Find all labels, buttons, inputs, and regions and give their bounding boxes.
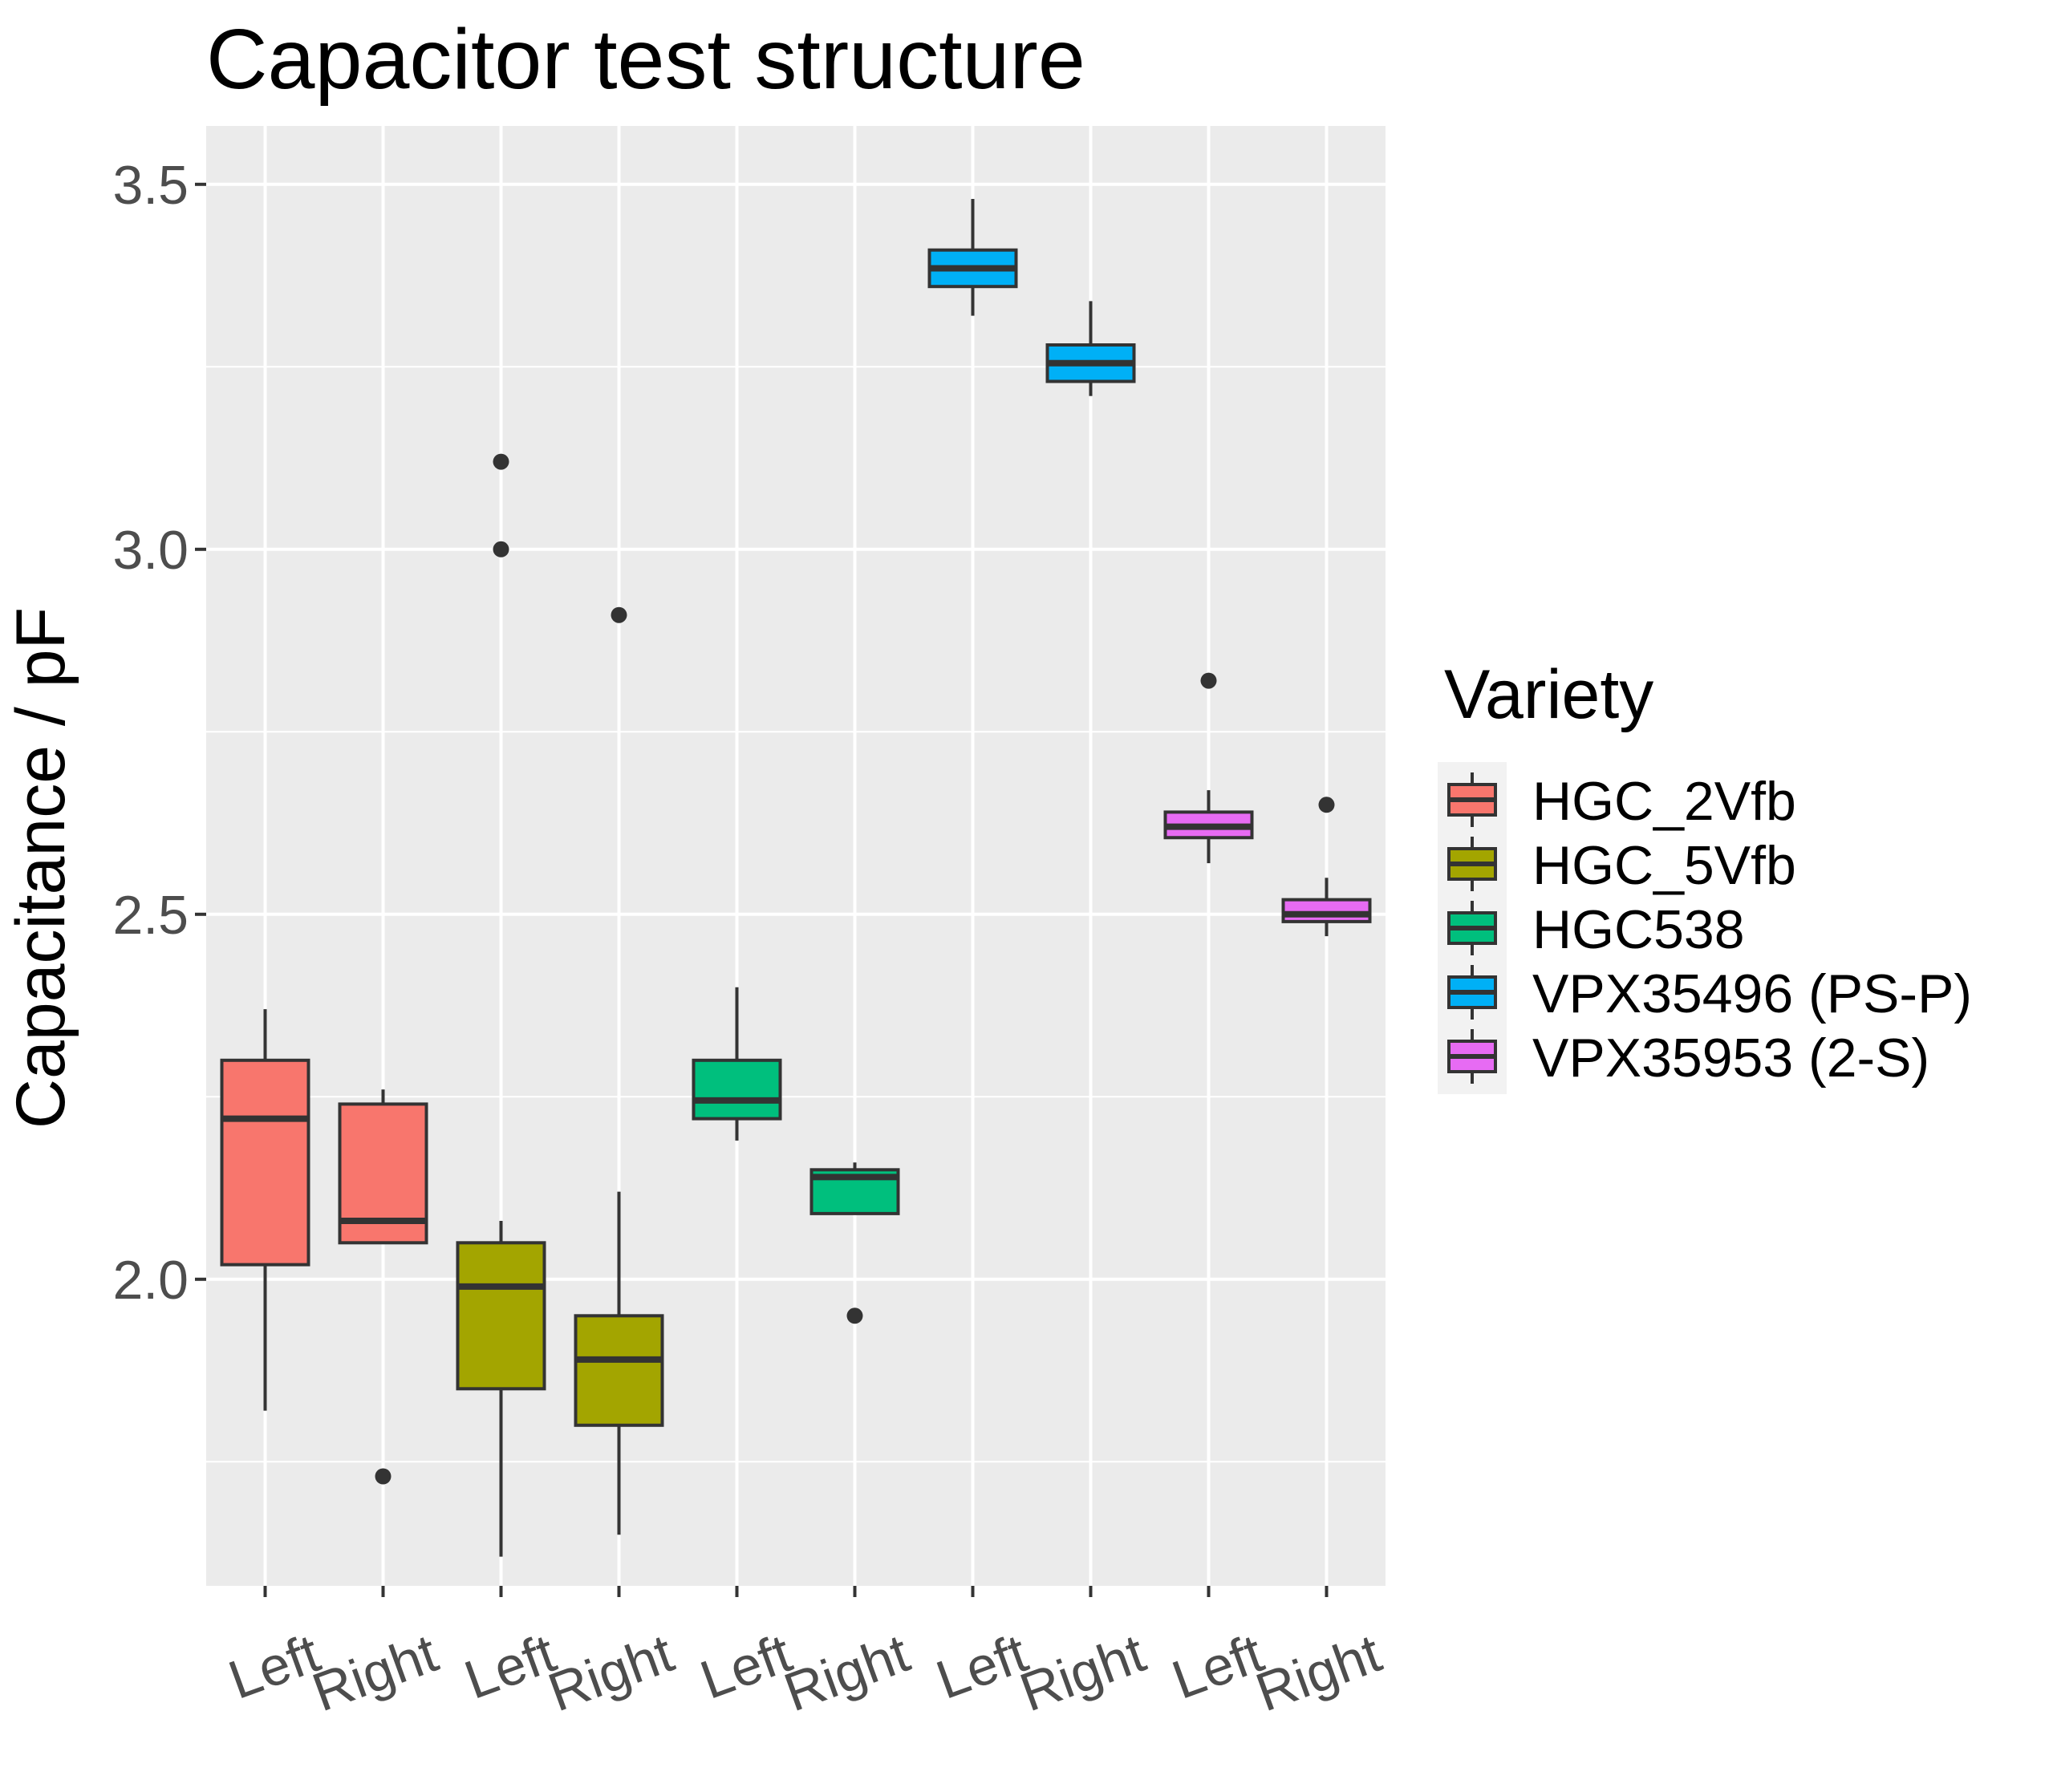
box-iqr — [220, 1058, 310, 1267]
grid-minor — [206, 366, 1386, 1463]
outlier-point — [493, 541, 509, 557]
plot-panel — [206, 126, 1386, 1586]
outlier-point — [493, 453, 509, 470]
box-iqr — [692, 1058, 782, 1121]
outlier-point — [375, 1468, 392, 1485]
box-2 — [338, 1089, 428, 1485]
outlier-point — [846, 1308, 863, 1324]
y-axis: 2.0 2.5 3.0 3.5 — [112, 155, 206, 1311]
x-tick-label: Right — [1012, 1623, 1153, 1724]
legend-item-5: VPX35953 (2-S) — [1447, 1028, 1929, 1089]
legend-label: HGC_5Vfb — [1532, 835, 1796, 896]
box-iqr — [574, 1314, 664, 1427]
y-tick-label: 2.0 — [112, 1250, 189, 1311]
outlier-point — [611, 606, 627, 623]
y-tick-label: 2.5 — [112, 885, 189, 946]
x-tick-label: Right — [541, 1623, 681, 1724]
x-tick-label: Right — [305, 1623, 445, 1724]
legend-item-4: VPX35496 (PS-P) — [1447, 963, 1972, 1024]
y-axis-label: Capacitance / pF — [2, 607, 79, 1129]
box-5 — [692, 987, 782, 1141]
legend-label: VPX35953 (2-S) — [1532, 1028, 1929, 1089]
chart-title: Capacitor test structure — [206, 12, 1085, 107]
y-tick-label: 3.5 — [112, 155, 189, 216]
box-10 — [1281, 797, 1372, 937]
box-1 — [220, 1009, 310, 1411]
legend-item-3: HGC538 — [1447, 899, 1745, 960]
legend-title: Variety — [1444, 656, 1653, 733]
box-8 — [1045, 301, 1136, 396]
legend-label: HGC_2Vfb — [1532, 771, 1796, 832]
legend-label: HGC538 — [1532, 899, 1745, 960]
box-iqr — [456, 1241, 546, 1391]
x-tick-label: Right — [1248, 1623, 1389, 1724]
legend-label: VPX35496 (PS-P) — [1532, 963, 1972, 1024]
y-tick-label: 3.0 — [112, 520, 189, 581]
legend-item-2: HGC_5Vfb — [1447, 835, 1796, 896]
outlier-point — [1200, 672, 1217, 689]
outlier-point — [1318, 797, 1335, 813]
boxes — [220, 199, 1372, 1557]
legend-item-1: HGC_2Vfb — [1447, 771, 1796, 832]
box-4 — [574, 606, 664, 1535]
box-7 — [927, 199, 1018, 316]
x-tick-label: Right — [777, 1623, 917, 1724]
box-6 — [809, 1162, 900, 1324]
box-iqr — [1281, 898, 1372, 923]
box-9 — [1163, 672, 1254, 864]
box-3 — [456, 453, 546, 1557]
